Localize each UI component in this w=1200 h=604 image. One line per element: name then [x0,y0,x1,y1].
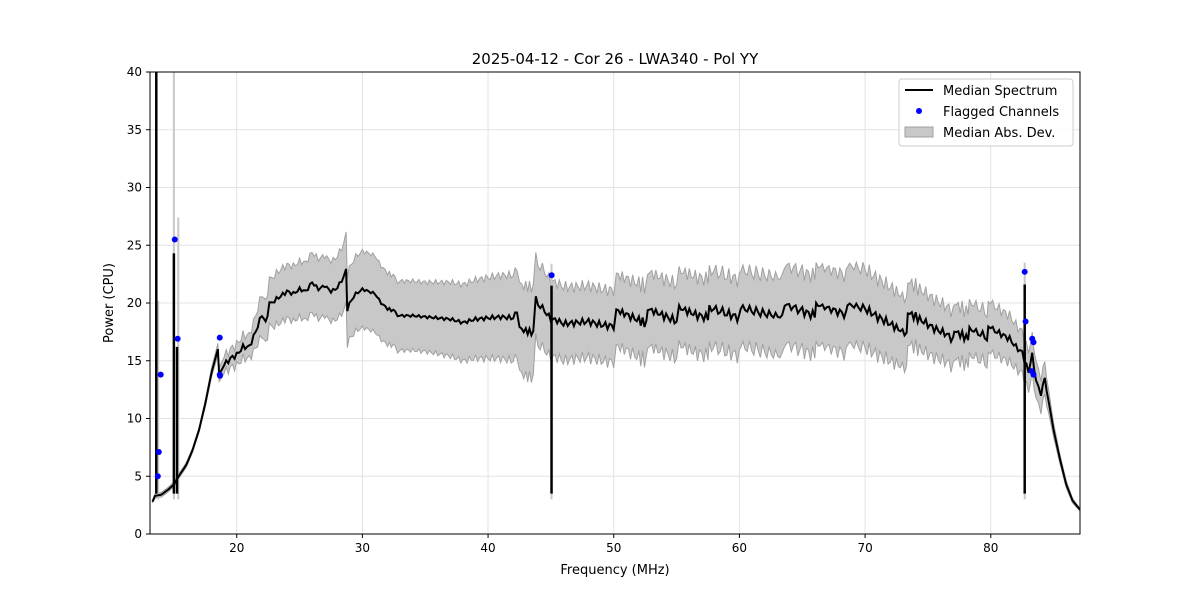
flagged-channel-point [154,473,161,480]
flagged-channel-point [174,335,181,342]
legend: Median Spectrum Flagged Channels Median … [898,78,1074,147]
y-tick-label: 10 [127,412,142,426]
y-tick-label: 25 [127,238,142,252]
flagged-points-group [154,236,1037,480]
flagged-channel-point [155,448,162,455]
flagged-channel-point [157,371,164,378]
x-tick-label: 50 [606,541,621,555]
mad-band [152,231,1081,513]
legend-flagged-label: Flagged Channels [943,105,1059,120]
ticks: 20 30 40 50 60 70 80 0 5 10 15 20 25 30 35 40 [127,65,999,555]
y-tick-label: 20 [127,296,142,310]
flagged-channel-point [548,272,555,279]
flagged-channel-point [217,372,224,379]
y-tick-label: 35 [127,123,142,137]
flagged-channel-point [171,236,178,243]
flagged-channel-point [1021,268,1028,275]
x-axis-label: Frequency (MHz) [560,563,669,578]
legend-mad-label: Median Abs. Dev. [943,126,1055,141]
x-tick-label: 30 [355,541,370,555]
x-tick-label: 70 [857,541,872,555]
x-tick-label: 20 [229,541,244,555]
legend-median-label: Median Spectrum [943,84,1057,99]
median-line-group [151,72,1081,511]
y-axis-label: Power (CPU) [102,263,117,343]
legend-flagged-swatch [916,108,922,114]
y-tick-label: 40 [127,65,142,79]
flagged-channel-point [1030,339,1037,346]
y-tick-label: 15 [127,354,142,368]
flagged-channel-point [1022,318,1029,325]
flagged-channel-point [216,334,223,341]
y-tick-label: 0 [134,527,142,541]
x-tick-label: 80 [983,541,998,555]
y-tick-label: 5 [134,469,142,483]
legend-box [898,78,1074,147]
x-tick-label: 60 [732,541,747,555]
legend-mad-swatch [904,126,934,138]
y-tick-label: 30 [127,181,142,195]
flagged-channel-point [1030,371,1037,378]
x-tick-label: 40 [480,541,495,555]
chart-title: 2025-04-12 - Cor 26 - LWA340 - Pol YY [472,50,759,68]
median-spectrum-line [151,268,1081,511]
